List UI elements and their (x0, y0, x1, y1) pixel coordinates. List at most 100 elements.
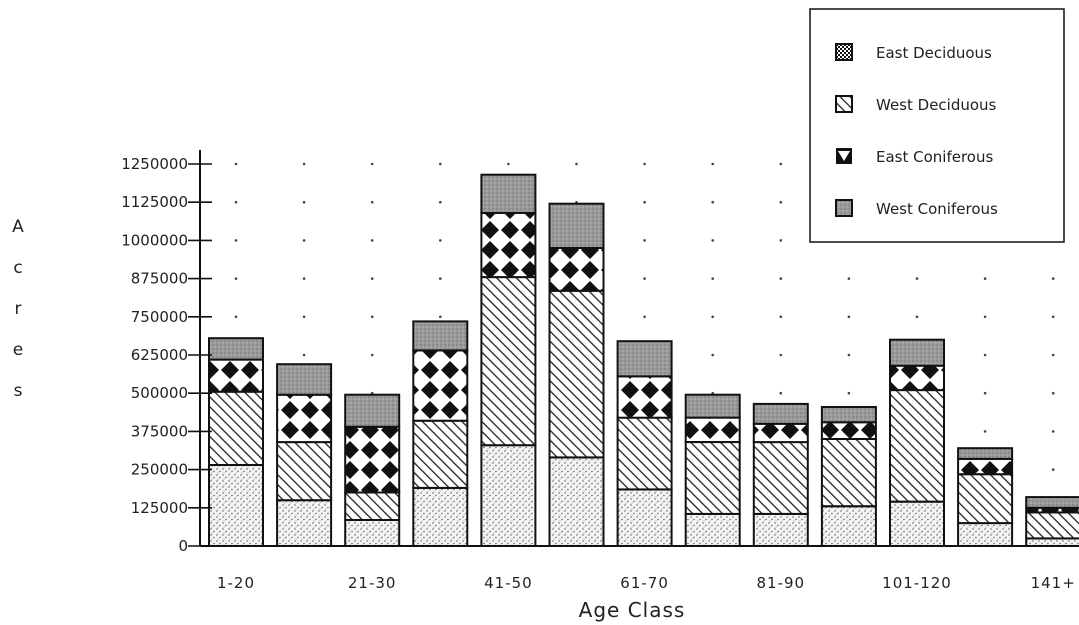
grid-dot (711, 200, 714, 204)
bar-segment (957, 522, 1014, 547)
bar-segment (480, 444, 537, 548)
y-axis-title-letter: e (13, 340, 23, 360)
bar-stack (616, 340, 673, 547)
bar-segment (480, 211, 537, 279)
bar-stack (480, 173, 537, 548)
grid-dot (847, 391, 851, 395)
bar-segment (548, 202, 605, 249)
grid-dot (779, 315, 783, 319)
bar-stack (957, 447, 1014, 547)
bar-segment (616, 340, 673, 378)
bar-stack (412, 320, 469, 547)
bar-segment (1025, 511, 1079, 540)
y-tick-label: 750000 (131, 308, 188, 326)
grid-dot (1051, 468, 1055, 471)
bar-segment (820, 406, 877, 424)
y-axis-title-letter: c (13, 258, 22, 278)
grid-dot (643, 277, 646, 280)
bar-segment (820, 505, 877, 547)
grid-dot (302, 239, 306, 242)
grid-dot (779, 162, 783, 166)
x-tick-label: 41-50 (484, 574, 533, 592)
grid-dot (1051, 391, 1055, 395)
legend-swatch (835, 95, 853, 113)
bar-segment (412, 349, 469, 422)
bar-segment (616, 375, 673, 419)
y-axis-title-letter: s (14, 381, 23, 401)
bar-segment (889, 364, 945, 392)
bar-segment (616, 416, 673, 491)
bar-stack (276, 363, 333, 548)
bar-segment (344, 491, 401, 521)
grid-dot (915, 315, 919, 319)
y-tick-label: 500000 (131, 384, 188, 402)
bar-segment (820, 438, 877, 508)
grid-dot (643, 200, 646, 204)
x-tick-labels: 1-20 21-30 41-50 61-70 81-90 101-120 141+ (217, 574, 1076, 592)
bars (208, 173, 1079, 548)
bar-stack (208, 337, 264, 547)
grid-dot (302, 315, 306, 319)
bar-segment (684, 441, 741, 515)
bar-segment (616, 488, 673, 547)
legend-label: East Coniferous (876, 148, 993, 166)
grid-dot (1051, 353, 1055, 357)
grid-dot (439, 277, 442, 280)
x-tick-label: 1-20 (217, 574, 255, 592)
legend-label: West Coniferous (876, 200, 998, 218)
y-tick-label: 375000 (131, 422, 188, 440)
grid-dot (1051, 430, 1055, 433)
grid-dot (370, 315, 374, 319)
bar-segment (957, 473, 1014, 525)
bar-stack (548, 202, 605, 547)
grid-dot (370, 162, 374, 166)
bar-segment (752, 441, 809, 515)
legend: East Deciduous West Deciduous East Conifer… (809, 8, 1065, 243)
y-axis-title-letter: r (15, 299, 22, 319)
x-axis-title: Age Class (579, 598, 686, 622)
bar-segment (752, 402, 809, 425)
grid-dot (370, 277, 374, 280)
legend-swatch-mark (838, 151, 850, 161)
grid-dot (711, 277, 714, 280)
bar-segment (344, 425, 401, 494)
bar-stack (820, 406, 877, 547)
grid-dot (711, 239, 714, 242)
grid-dot (302, 353, 306, 357)
bar-segment (957, 457, 1014, 476)
grid-dot (983, 277, 987, 280)
bar-segment (1025, 537, 1079, 548)
legend-swatch (835, 199, 853, 217)
bar-segment (684, 512, 741, 548)
y-tick-label: 125000 (131, 499, 188, 517)
bar-segment (208, 337, 264, 361)
y-tick-label: 1000000 (121, 231, 188, 249)
grid-dot (983, 315, 987, 319)
y-tick-labels: 0 125000 250000 375000 500000 625000 750000 875… (121, 155, 212, 555)
grid-dot (370, 239, 374, 242)
grid-dot (439, 200, 442, 204)
grid-dot (779, 277, 783, 280)
x-tick-label: 141+ (1031, 574, 1076, 592)
y-tick-label: 0 (178, 537, 188, 555)
bar-segment (344, 519, 401, 547)
grid-dot (915, 277, 919, 280)
grid-dot (847, 315, 851, 319)
bar-segment (889, 500, 945, 548)
bar-segment (1025, 496, 1079, 509)
grid-dot (779, 391, 783, 395)
grid-dot (779, 353, 783, 357)
y-tick-label: 250000 (131, 461, 188, 479)
grid-dot (643, 162, 646, 166)
bar-stack (344, 393, 401, 547)
bar-stack (684, 393, 741, 548)
y-tick-label: 625000 (131, 346, 188, 364)
y-tick-label: 1125000 (121, 193, 188, 211)
bar-segment (344, 393, 401, 428)
grid-dot (983, 353, 987, 357)
grid-dot (302, 277, 306, 280)
bar-segment (548, 289, 605, 459)
bar-segment (412, 320, 469, 352)
bar-segment (276, 441, 333, 502)
bar-segment (208, 390, 264, 467)
